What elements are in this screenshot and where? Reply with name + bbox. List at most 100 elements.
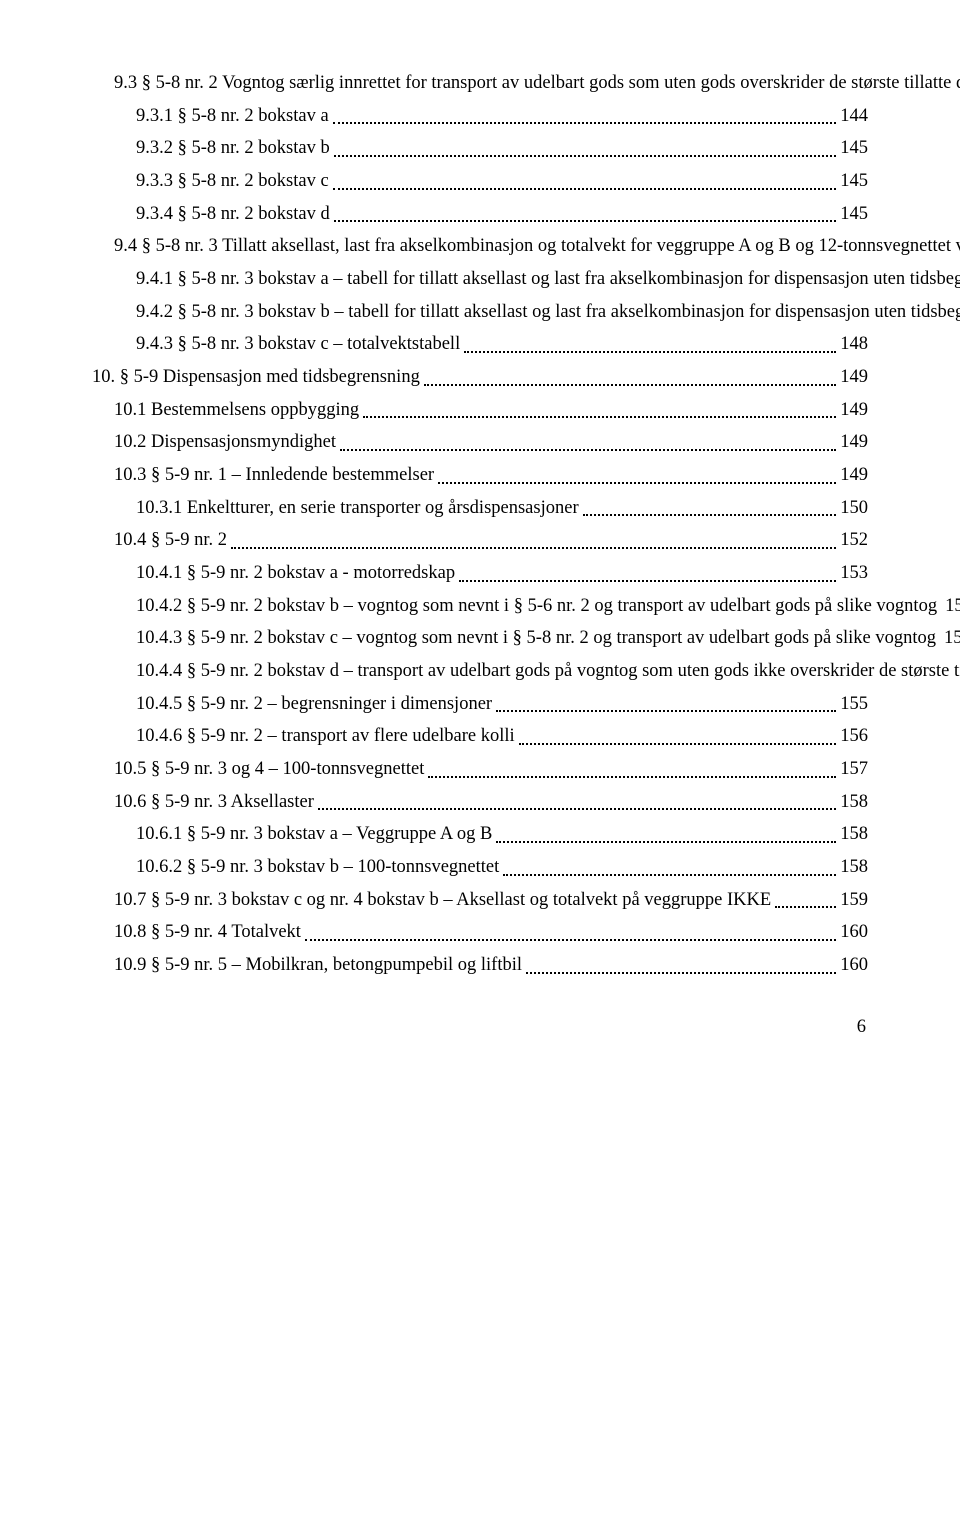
toc-leader-dots	[496, 830, 836, 843]
toc-entry-label: 10.4.1 § 5-9 nr. 2 bokstav a - motorreds…	[136, 562, 455, 586]
toc-entry-label: 10. § 5-9 Dispensasjon med tidsbegrensni…	[92, 366, 420, 390]
toc-leader-dots	[428, 765, 836, 778]
toc-entry[interactable]: 10.6 § 5-9 nr. 3 Aksellaster 158	[92, 791, 868, 815]
toc-entry[interactable]: 10. § 5-9 Dispensasjon med tidsbegrensni…	[92, 366, 868, 390]
toc-entry[interactable]: 9.4.3 § 5-8 nr. 3 bokstav c – totalvekts…	[92, 333, 868, 357]
toc-entry[interactable]: 10.4.6 § 5-9 nr. 2 – transport av flere …	[92, 725, 868, 749]
toc-leader-dots	[334, 209, 837, 222]
toc-entry[interactable]: 10.4.2 § 5-9 nr. 2 bokstav b – vogntog s…	[92, 595, 868, 619]
toc-entry-page: 157	[840, 758, 868, 782]
toc-leader-dots	[333, 111, 837, 124]
toc-entry-label: 10.4.6 § 5-9 nr. 2 – transport av flere …	[136, 725, 515, 749]
toc-entry-label: 10.4.5 § 5-9 nr. 2 – begrensninger i dim…	[136, 693, 492, 717]
toc-entry-label: 10.7 § 5-9 nr. 3 bokstav c og nr. 4 boks…	[114, 889, 771, 913]
toc-entry-label: 9.3.2 § 5-8 nr. 2 bokstav b	[136, 137, 330, 161]
toc-entry[interactable]: 9.4 § 5-8 nr. 3 Tillatt aksellast, last …	[92, 235, 868, 259]
toc-leader-dots	[464, 340, 836, 353]
toc-entry-label: 10.5 § 5-9 nr. 3 og 4 – 100-tonnsvegnett…	[114, 758, 424, 782]
toc-entry-page: 160	[840, 954, 868, 978]
toc-entry[interactable]: 10.1 Bestemmelsens oppbygging 149	[92, 399, 868, 423]
toc-entry-label: 10.8 § 5-9 nr. 4 Totalvekt	[114, 921, 301, 945]
toc-entry[interactable]: 10.6.1 § 5-9 nr. 3 bokstav a – Veggruppe…	[92, 823, 868, 847]
toc-leader-dots	[231, 536, 836, 549]
toc-entry-page: 149	[840, 366, 868, 390]
toc-leader-dots	[519, 732, 837, 745]
toc-entry-page: 155	[840, 693, 868, 717]
toc-entry-page: 159	[840, 889, 868, 913]
toc-leader-dots	[305, 928, 836, 941]
toc-entry-label: 9.3.3 § 5-8 nr. 2 bokstav c	[136, 170, 329, 194]
toc-entry[interactable]: 9.3 § 5-8 nr. 2 Vogntog særlig innrettet…	[92, 72, 868, 96]
toc-entry-page: 153	[840, 562, 868, 586]
toc-leader-dots	[775, 895, 836, 908]
toc-entry-label: 10.4 § 5-9 nr. 2	[114, 529, 227, 553]
toc-entry[interactable]: 10.4 § 5-9 nr. 2 152	[92, 529, 868, 553]
toc-entry-page: 154	[945, 595, 960, 619]
toc-entry[interactable]: 9.4.1 § 5-8 nr. 3 bokstav a – tabell for…	[92, 268, 868, 292]
toc-entry[interactable]: 10.7 § 5-9 nr. 3 bokstav c og nr. 4 boks…	[92, 889, 868, 913]
toc-entry-label: 9.4.1 § 5-8 nr. 3 bokstav a – tabell for…	[136, 268, 960, 292]
toc-entry[interactable]: 10.3.1 Enkeltturer, en serie transporter…	[92, 497, 868, 521]
toc-entry-label: 10.1 Bestemmelsens oppbygging	[114, 399, 359, 423]
toc-entry-page: 150	[840, 497, 868, 521]
toc-entry[interactable]: 10.4.5 § 5-9 nr. 2 – begrensninger i dim…	[92, 693, 868, 717]
toc-leader-dots	[334, 144, 837, 157]
toc-entry[interactable]: 9.3.4 § 5-8 nr. 2 bokstav d 145	[92, 203, 868, 227]
toc-entry[interactable]: 10.3 § 5-9 nr. 1 – Innledende bestemmels…	[92, 464, 868, 488]
toc-entry[interactable]: 10.9 § 5-9 nr. 5 – Mobilkran, betongpump…	[92, 954, 868, 978]
toc-entry-page: 154	[944, 627, 960, 651]
toc-entry-page: 152	[840, 529, 868, 553]
toc-entry-label: 9.4.3 § 5-8 nr. 3 bokstav c – totalvekts…	[136, 333, 460, 357]
toc-entry-label: 10.3.1 Enkeltturer, en serie transporter…	[136, 497, 579, 521]
toc-entry-page: 149	[840, 431, 868, 455]
toc-entry-label: 10.6.2 § 5-9 nr. 3 bokstav b – 100-tonns…	[136, 856, 499, 880]
toc-entry-page: 145	[840, 170, 868, 194]
toc-entry[interactable]: 10.5 § 5-9 nr. 3 og 4 – 100-tonnsvegnett…	[92, 758, 868, 782]
toc-entry-page: 149	[840, 399, 868, 423]
toc-leader-dots	[333, 177, 837, 190]
toc-entry-label: 10.2 Dispensasjonsmyndighet	[114, 431, 336, 455]
toc-entry[interactable]: 9.3.3 § 5-8 nr. 2 bokstav c 145	[92, 170, 868, 194]
toc-entry-label: 9.4.2 § 5-8 nr. 3 bokstav b – tabell for…	[136, 301, 960, 325]
toc-entry-page: 148	[840, 333, 868, 357]
toc-entry-label: 9.3.4 § 5-8 nr. 2 bokstav d	[136, 203, 330, 227]
toc-entry-label: 10.6 § 5-9 nr. 3 Aksellaster	[114, 791, 314, 815]
toc-page: 9.3 § 5-8 nr. 2 Vogntog særlig innrettet…	[0, 0, 960, 1099]
toc-entry[interactable]: 10.4.4 § 5-9 nr. 2 bokstav d – transport…	[92, 660, 868, 684]
toc-entry-page: 160	[840, 921, 868, 945]
toc-leader-dots	[503, 863, 836, 876]
toc-entry-label: 10.4.3 § 5-9 nr. 2 bokstav c – vogntog s…	[136, 627, 936, 651]
toc-entry-label: 9.3.1 § 5-8 nr. 2 bokstav a	[136, 105, 329, 129]
toc-entry-label: 10.6.1 § 5-9 nr. 3 bokstav a – Veggruppe…	[136, 823, 492, 847]
toc-entry[interactable]: 10.8 § 5-9 nr. 4 Totalvekt 160	[92, 921, 868, 945]
toc-entry-label: 9.3 § 5-8 nr. 2 Vogntog særlig innrettet…	[114, 72, 960, 96]
toc-entry[interactable]: 9.3.2 § 5-8 nr. 2 bokstav b 145	[92, 137, 868, 161]
toc-entry-page: 145	[840, 203, 868, 227]
toc-entry-label: 10.3 § 5-9 nr. 1 – Innledende bestemmels…	[114, 464, 434, 488]
toc-leader-dots	[583, 503, 837, 516]
toc-leader-dots	[363, 405, 836, 418]
toc-leader-dots	[438, 471, 836, 484]
toc-leader-dots	[526, 961, 836, 974]
toc-entry-label: 10.4.2 § 5-9 nr. 2 bokstav b – vogntog s…	[136, 595, 937, 619]
toc-entry[interactable]: 10.2 Dispensasjonsmyndighet 149	[92, 431, 868, 455]
toc-entry[interactable]: 10.4.1 § 5-9 nr. 2 bokstav a - motorreds…	[92, 562, 868, 586]
toc-leader-dots	[496, 699, 836, 712]
toc-leader-dots	[340, 438, 836, 451]
toc-entry-page: 156	[840, 725, 868, 749]
toc-leader-dots	[424, 373, 836, 386]
page-number: 6	[92, 1016, 868, 1040]
toc-entry-page: 149	[840, 464, 868, 488]
toc-entry-label: 10.4.4 § 5-9 nr. 2 bokstav d – transport…	[136, 660, 960, 684]
toc-entry-page: 145	[840, 137, 868, 161]
toc-entry[interactable]: 9.4.2 § 5-8 nr. 3 bokstav b – tabell for…	[92, 301, 868, 325]
toc-entry-label: 10.9 § 5-9 nr. 5 – Mobilkran, betongpump…	[114, 954, 522, 978]
toc-entry[interactable]: 10.4.3 § 5-9 nr. 2 bokstav c – vogntog s…	[92, 627, 868, 651]
toc-entry-label: 9.4 § 5-8 nr. 3 Tillatt aksellast, last …	[114, 235, 960, 259]
toc-entry-page: 158	[840, 823, 868, 847]
toc-leader-dots	[459, 569, 836, 582]
toc-entry[interactable]: 10.6.2 § 5-9 nr. 3 bokstav b – 100-tonns…	[92, 856, 868, 880]
toc-entry-page: 158	[840, 791, 868, 815]
toc-entry[interactable]: 9.3.1 § 5-8 nr. 2 bokstav a144	[92, 105, 868, 129]
toc-leader-dots	[318, 797, 836, 810]
